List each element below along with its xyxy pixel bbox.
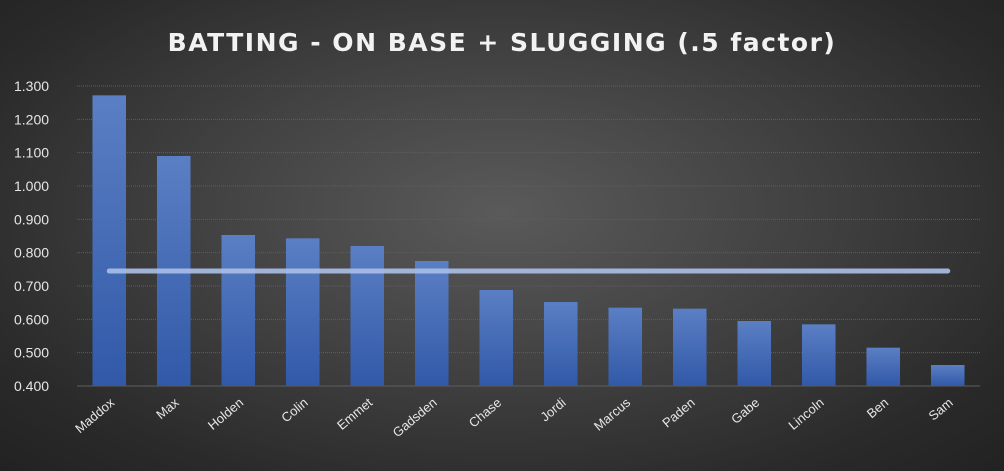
y-tick-label: 1.200 [14,111,49,127]
bar [801,324,836,386]
x-category-label: Paden [659,395,697,431]
x-category-label: Jordi [537,395,568,425]
x-category-label: Max [153,394,182,422]
y-tick-label: 0.400 [14,378,49,394]
x-category-label: Sam [926,395,956,424]
x-category-label: Maddox [72,394,117,436]
y-tick-label: 1.300 [14,78,49,94]
x-category-label: Gadsden [390,395,440,440]
bar [92,95,127,386]
y-tick-label: 0.700 [14,278,49,294]
x-category-label: Lincoln [785,395,826,433]
x-category-label: Chase [466,395,504,431]
bar [221,235,256,386]
y-tick-label: 1.100 [14,145,49,161]
bar [737,321,772,386]
bar [672,308,707,386]
y-tick-label: 1.000 [14,178,49,194]
x-category-label: Gabe [728,395,762,427]
bar [608,307,643,386]
x-axis-category-labels: Maddox Max Holden Colin Emmet Gadsden Chase Jor… [72,394,956,440]
x-category-label: Holden [205,395,246,433]
bar [350,246,385,386]
bar [285,238,320,386]
y-axis-tick-labels: 0.400 0.500 0.600 0.700 0.800 0.900 1.000 1.100… [14,78,49,394]
y-tick-label: 0.900 [14,211,49,227]
y-tick-label: 0.500 [14,345,49,361]
bar [479,290,514,386]
bar [930,365,965,386]
x-category-label: Ben [864,395,891,421]
bar [866,347,901,386]
chart-title: BATTING - ON BASE + SLUGGING (.5 factor) [167,28,837,57]
x-category-label: Emmet [334,395,375,433]
bar [543,302,578,386]
bars [92,95,965,386]
y-tick-label: 0.600 [14,311,49,327]
bar [414,261,449,386]
x-category-label: Colin [278,395,310,426]
y-tick-label: 0.800 [14,245,49,261]
x-category-label: Marcus [591,394,634,433]
gridlines [77,85,980,387]
